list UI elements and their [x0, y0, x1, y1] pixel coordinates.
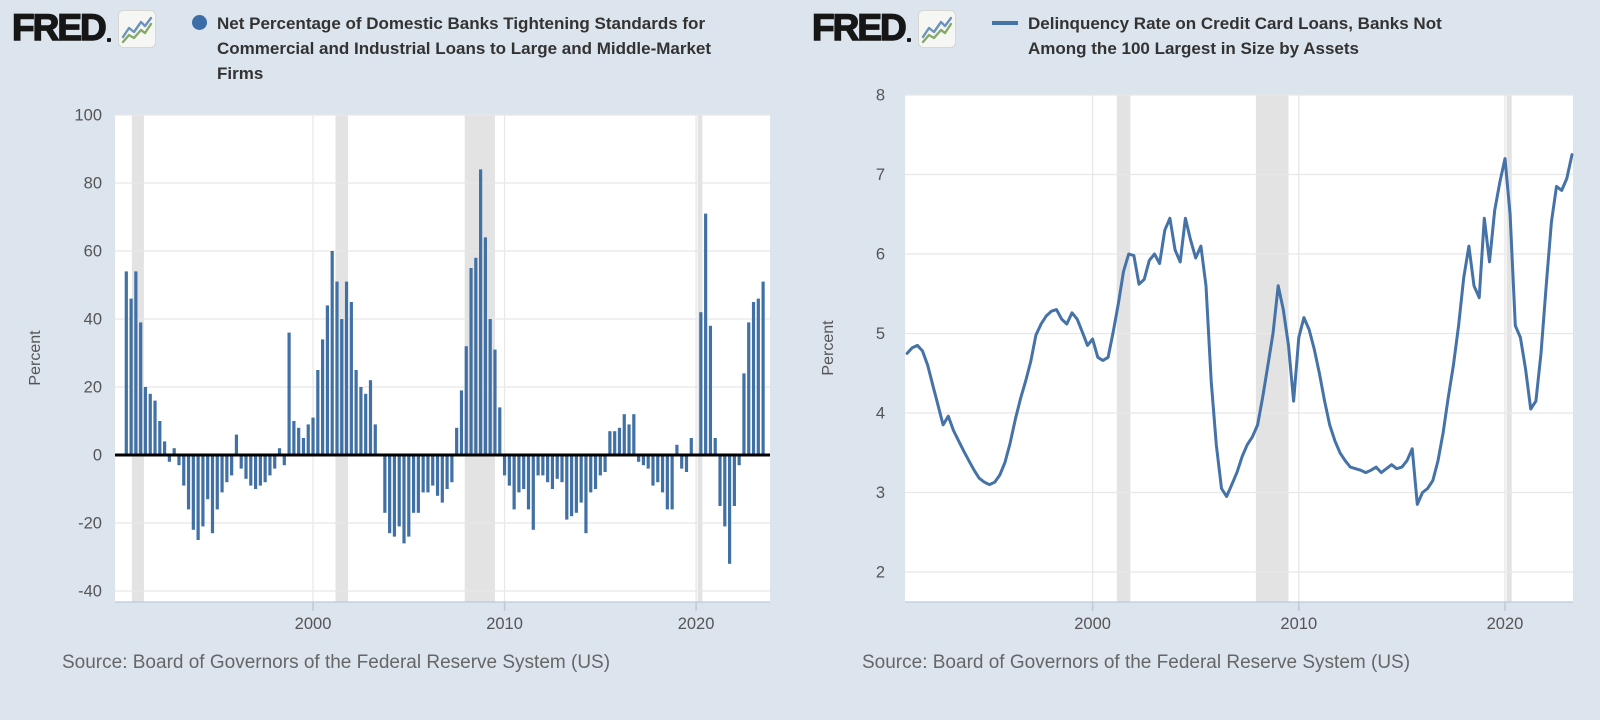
svg-text:2010: 2010 — [486, 615, 523, 633]
svg-text:80: 80 — [84, 175, 102, 193]
legend: Delinquency Rate on Credit Card Loans, B… — [992, 10, 1490, 61]
svg-text:2000: 2000 — [1074, 615, 1111, 633]
svg-text:20: 20 — [84, 379, 102, 397]
chart-panel-delinquency-rate: FRED Delinquency Rate on Credit Card Loa… — [800, 0, 1600, 720]
fred-registered-mark — [906, 38, 911, 42]
fred-logo-text: FRED — [811, 7, 907, 48]
source-attribution: Source: Board of Governors of the Federa… — [862, 652, 1411, 673]
svg-text:0: 0 — [93, 447, 102, 465]
svg-text:2: 2 — [876, 564, 885, 582]
legend-series-circle-marker — [192, 15, 207, 30]
fred-logo: FRED — [811, 7, 956, 48]
svg-text:40: 40 — [84, 311, 102, 329]
bar-chart-plot-area[interactable]: 2000 2010 2020 100 80 60 40 20 0 -20 -40 — [0, 0, 800, 720]
fred-logo: FRED — [11, 7, 156, 48]
svg-text:60: 60 — [84, 243, 102, 261]
svg-text:2010: 2010 — [1280, 615, 1317, 633]
svg-text:100: 100 — [74, 107, 102, 125]
svg-text:2020: 2020 — [1487, 615, 1524, 633]
svg-text:-40: -40 — [78, 583, 102, 601]
svg-text:8: 8 — [876, 87, 885, 105]
legend-series-line-marker — [992, 21, 1018, 25]
fred-logo-chart-icon — [917, 10, 956, 48]
fred-registered-mark — [106, 38, 111, 42]
svg-text:3: 3 — [876, 484, 885, 502]
svg-text:2020: 2020 — [678, 615, 715, 633]
source-attribution: Source: Board of Governors of the Federa… — [62, 652, 611, 673]
chart-panel-tightening-standards: FRED Net Percentage of Domestic Banks Ti… — [0, 0, 800, 720]
svg-text:6: 6 — [876, 246, 885, 264]
svg-text:7: 7 — [876, 166, 885, 184]
fred-logo-text: FRED — [11, 7, 107, 48]
legend-series-label: Net Percentage of Domestic Banks Tighten… — [217, 14, 712, 83]
svg-text:4: 4 — [876, 405, 885, 423]
svg-text:-20: -20 — [78, 515, 102, 533]
fred-logo-chart-icon — [117, 10, 156, 48]
svg-text:5: 5 — [876, 325, 885, 343]
svg-text:2000: 2000 — [295, 615, 332, 633]
legend: Net Percentage of Domestic Banks Tighten… — [192, 10, 737, 86]
line-chart-plot-area[interactable]: 2000 2010 2020 8 7 6 5 4 3 2 — [800, 0, 1600, 720]
legend-series-label: Delinquency Rate on Credit Card Loans, B… — [1028, 14, 1442, 58]
